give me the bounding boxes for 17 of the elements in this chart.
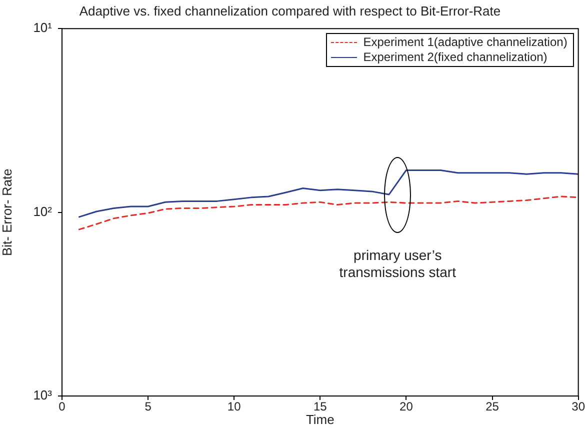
legend-label: Experiment 2(fixed channelization) bbox=[363, 50, 548, 64]
y-tick-label: 10² bbox=[33, 204, 53, 219]
chart-title: Adaptive vs. fixed channelization compared with respect to Bit-Error-Rate bbox=[79, 3, 501, 18]
y-tick-label: 10³ bbox=[33, 388, 53, 403]
x-tick-label: 5 bbox=[144, 400, 152, 414]
line-series bbox=[78, 196, 578, 230]
x-axis-title: Time bbox=[306, 412, 334, 427]
x-tick-label: 30 bbox=[572, 400, 585, 414]
x-tick-label: 10 bbox=[227, 400, 242, 414]
x-tick-label: 0 bbox=[58, 400, 66, 414]
y-tick-label: 10¹ bbox=[33, 20, 53, 36]
annotation: primary user’s transmissions start bbox=[339, 246, 456, 280]
y-axis-title: Bit- Error- Rate bbox=[0, 168, 14, 256]
x-tick-label: 25 bbox=[486, 400, 500, 414]
x-tick-label: 15 bbox=[313, 400, 328, 414]
x-tick-label: 20 bbox=[400, 400, 414, 414]
legend-label: Experiment 1(adaptive channelization) bbox=[363, 35, 568, 50]
